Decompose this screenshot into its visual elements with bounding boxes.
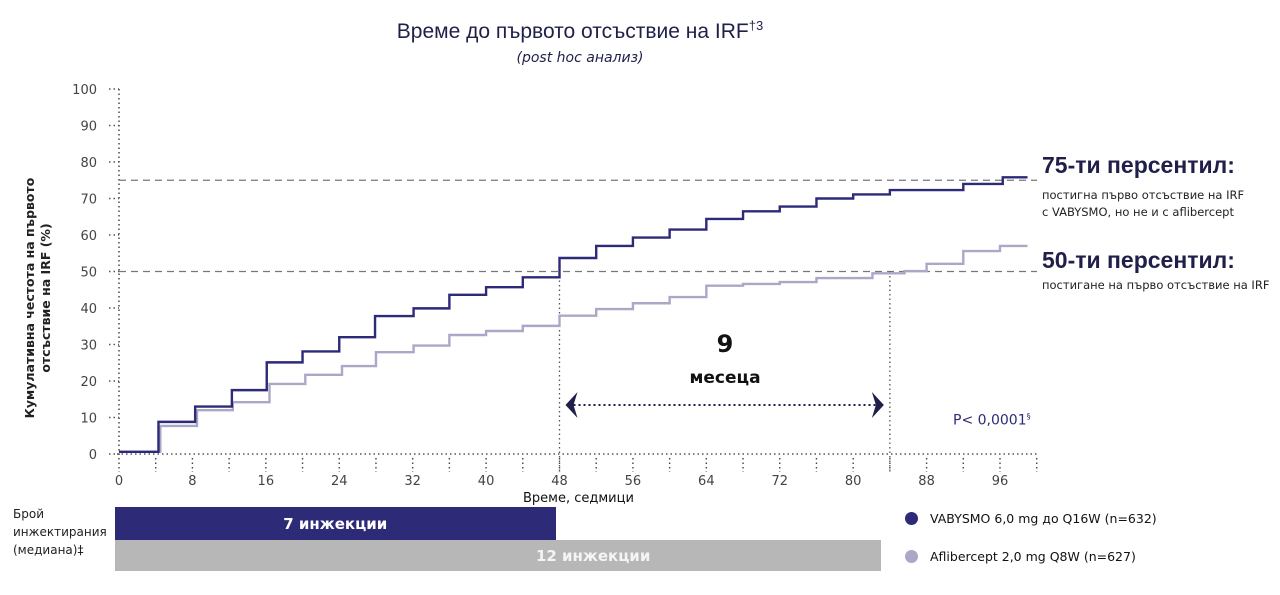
series-line-aflibercept (119, 244, 1028, 454)
gap-unit: месеца (689, 368, 761, 388)
legend-item-aflibercept: Aflibercept 2,0 mg Q8W (n=627) (905, 549, 1136, 564)
y-tick-label: 90 (80, 120, 97, 135)
chart-title: Време до първото отсъствие на IRF†3 (396, 18, 764, 43)
y-axis-label: Кумулативна честота на първото отсъствие… (22, 177, 53, 419)
legend-dot-icon (905, 550, 918, 563)
legend-dot-icon (905, 512, 918, 525)
series-line-vabysmo (119, 176, 1028, 454)
legend-item-vabysmo: VABYSMO 6,0 mg до Q16W (n=632) (905, 511, 1157, 526)
x-tick-label: 88 (918, 474, 935, 489)
x-tick-label: 0 (115, 474, 123, 489)
y-tick-label: 30 (80, 339, 97, 354)
y-tick-label: 80 (80, 156, 97, 171)
p-value: P< 0,0001§ (953, 412, 1031, 429)
vabysmo-injection-bar: 7 инжекции (115, 507, 556, 540)
aflibercept-injection-bar: 12 инжекции (115, 540, 882, 571)
x-axis-label: Време, седмици (523, 491, 634, 506)
p75-desc-2: с VABYSMO, но не и с aflibercept (1042, 205, 1234, 219)
p75-desc-1: постигна първо отсъствие на IRF (1042, 188, 1245, 202)
chart-subtitle: (post hoc анализ) (516, 50, 644, 66)
x-tick-label: 96 (992, 474, 1009, 489)
x-tick-label: 72 (771, 474, 788, 489)
arrow-left-icon (565, 392, 578, 418)
y-tick-label: 50 (80, 266, 97, 281)
x-tick-label: 16 (258, 474, 275, 489)
y-tick-label: 20 (80, 375, 97, 390)
x-tick-label: 80 (845, 474, 862, 489)
x-tick-label: 64 (698, 474, 715, 489)
p75-title: 75-ти персентил: (1042, 152, 1235, 178)
arrow-right-icon (871, 392, 884, 418)
y-tick-label: 40 (80, 302, 97, 317)
y-tick-label: 100 (72, 83, 97, 98)
x-tick-label: 40 (478, 474, 495, 489)
x-tick-label: 56 (625, 474, 642, 489)
p50-title: 50-ти персентил: (1042, 247, 1235, 273)
y-tick-label: 60 (80, 229, 97, 244)
p50-desc: постигане на първо отсъствие на IRF (1042, 278, 1270, 292)
x-tick-label: 48 (551, 474, 568, 489)
x-tick-label: 8 (188, 474, 196, 489)
x-tick-label: 32 (404, 474, 421, 489)
x-tick-label: 24 (331, 474, 348, 489)
y-tick-label: 0 (89, 448, 97, 463)
gap-value: 9 (716, 330, 734, 358)
y-tick-label: 10 (80, 412, 97, 427)
y-tick-label: 70 (80, 193, 97, 208)
injections-label: Брой инжектирания (медиана)‡ (13, 507, 107, 557)
